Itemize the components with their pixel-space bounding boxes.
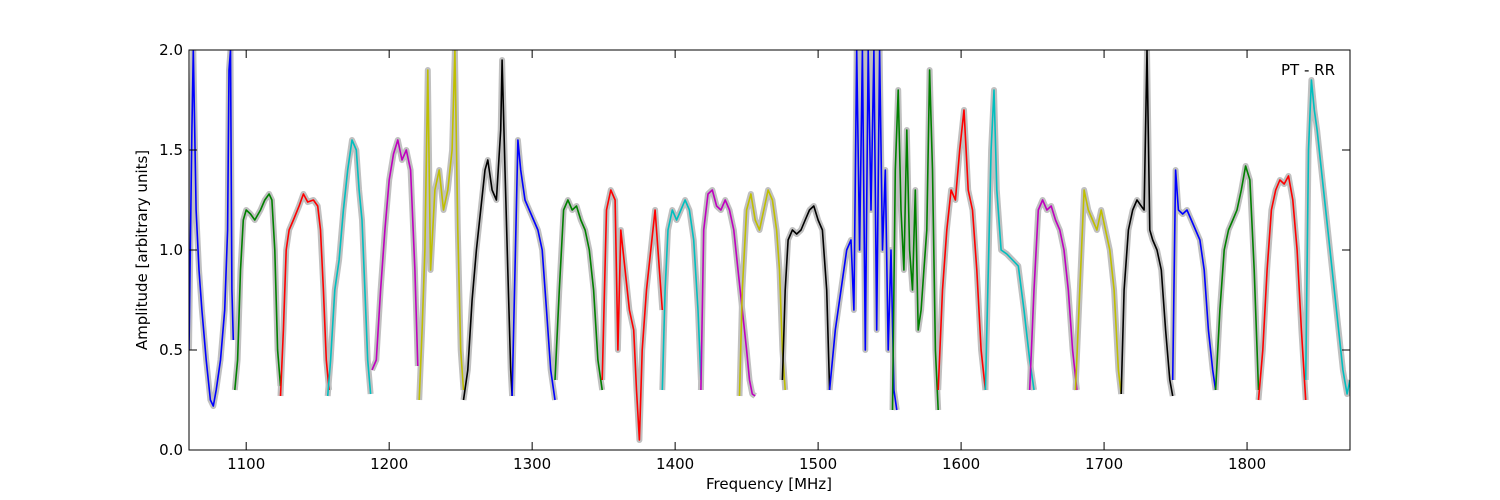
- series-line-6: [418, 50, 465, 401]
- y-tick-label: 0.5: [159, 341, 183, 359]
- x-tick-label: 1300: [513, 455, 551, 473]
- series-line-17: [937, 109, 987, 391]
- x-tick-label: 1500: [799, 455, 837, 473]
- series-line-23: [1214, 165, 1260, 391]
- series-line-9: [554, 199, 603, 391]
- series-traces: [189, 50, 1350, 441]
- x-tick-label: 1700: [1085, 455, 1123, 473]
- series-line-19: [1028, 199, 1078, 391]
- series-line-10: [601, 189, 664, 441]
- series-line-25: [1304, 79, 1350, 395]
- series-line-2: [234, 193, 282, 391]
- x-axis-ticks: 1100 1200 1300 1400 1500 1600 1700 1800: [227, 50, 1266, 473]
- series-line-21: [1120, 50, 1174, 397]
- series-line-5: [371, 139, 419, 371]
- series-line-13: [738, 189, 786, 397]
- y-axis-ticks: 0.0 0.5 1.0 1.5 2.0: [159, 41, 1350, 459]
- series-line-7: [462, 59, 513, 401]
- series-line-4: [326, 139, 372, 397]
- y-tick-label: 0.0: [159, 441, 183, 459]
- series-line-18: [984, 89, 1035, 391]
- x-tick-label: 1600: [942, 455, 980, 473]
- series-line-3: [279, 193, 330, 397]
- x-axis-label: Frequency [MHz]: [706, 475, 832, 493]
- y-tick-label: 1.5: [159, 141, 183, 159]
- y-axis-label: Amplitude [arbitrary units]: [133, 150, 151, 350]
- x-tick-label: 1200: [370, 455, 408, 473]
- x-tick-label: 1800: [1228, 455, 1266, 473]
- x-tick-label: 1100: [227, 455, 265, 473]
- series-line-20: [1074, 189, 1122, 395]
- series-line-15: [828, 50, 898, 411]
- series-line-8: [511, 139, 556, 401]
- series-line-1: [189, 50, 235, 407]
- series-line-14: [781, 205, 831, 391]
- series-line-16: [891, 69, 939, 411]
- x-tick-label: 1400: [656, 455, 694, 473]
- series-line-22: [1171, 169, 1217, 391]
- series-line-24: [1257, 175, 1307, 401]
- y-tick-label: 2.0: [159, 41, 183, 59]
- series-line-12: [700, 189, 756, 397]
- series-line-11: [661, 199, 702, 391]
- chart-annotation: PT - RR: [1281, 61, 1335, 79]
- y-tick-label: 1.0: [159, 241, 183, 259]
